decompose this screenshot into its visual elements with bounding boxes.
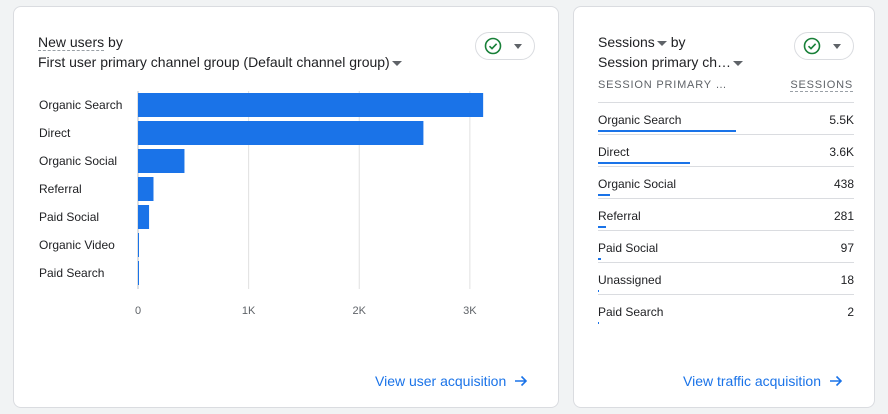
dimension-dropdown-icon [733, 60, 744, 66]
data-quality-button[interactable] [475, 32, 535, 60]
row-channel-name: Paid Social [598, 241, 659, 255]
check-circle-icon [803, 37, 821, 55]
x-tick-label: 1K [241, 305, 256, 317]
row-share-bar [598, 226, 606, 228]
bar-category-label: Organic Social [39, 154, 118, 168]
row-sessions-value: 3.6K [829, 145, 854, 159]
link-label: View traffic acquisition [683, 373, 821, 389]
row-channel-name: Direct [598, 145, 630, 159]
row-sessions-value: 438 [833, 177, 854, 191]
row-share-bar [598, 322, 599, 324]
dimension-selector[interactable]: First user primary channel group (Defaul… [38, 53, 402, 71]
column-header-sessions[interactable]: SESSIONS [790, 79, 853, 92]
metric-label: Sessions [598, 34, 655, 50]
card-title-line1: Sessions by [598, 33, 686, 51]
data-quality-button[interactable] [794, 32, 854, 60]
bar-category-label: Direct [39, 126, 71, 140]
table-row[interactable]: Paid Social 97 [598, 230, 854, 262]
bar-direct[interactable] [138, 121, 424, 145]
title-by-text: by [104, 34, 123, 50]
metric-selector-new-users[interactable]: New users [38, 34, 105, 51]
x-tick-label: 0 [134, 305, 142, 317]
row-channel-name: Organic Social [598, 177, 677, 191]
row-share-bar [598, 130, 737, 132]
dimension-dropdown-icon [391, 60, 402, 66]
row-sessions-value: 18 [840, 273, 854, 287]
row-share-bar [598, 290, 599, 292]
chevron-down-icon [833, 43, 841, 49]
bar-category-label: Referral [39, 182, 82, 196]
table-row[interactable]: Paid Search 2 [598, 294, 854, 326]
row-sessions-value: 2 [847, 305, 854, 319]
row-channel-name: Unassigned [598, 273, 662, 287]
title-by-text: by [666, 34, 686, 50]
table-row[interactable]: Unassigned 18 [598, 262, 854, 294]
row-sessions-value: 97 [840, 241, 854, 255]
bar-organic-social[interactable] [138, 149, 185, 173]
row-sessions-value: 5.5K [829, 113, 854, 127]
new-users-card: New users by First user primary channel … [13, 6, 559, 408]
bar-category-label: Paid Search [39, 266, 105, 280]
x-tick-label: 2K [352, 305, 366, 317]
view-user-acquisition-link[interactable]: View user acquisition [375, 373, 528, 389]
column-header-dimension[interactable]: SESSION PRIMARY … [598, 79, 728, 91]
chevron-down-icon [514, 43, 522, 49]
arrow-right-icon [830, 375, 843, 387]
row-channel-name: Paid Search [598, 305, 664, 319]
metric-selector-sessions[interactable]: Sessions [598, 34, 667, 50]
row-share-bar [598, 258, 601, 260]
bar-referral[interactable] [138, 177, 154, 201]
bar-chart [137, 91, 484, 289]
row-share-bar [598, 194, 610, 196]
view-traffic-acquisition-link[interactable]: View traffic acquisition [683, 373, 843, 389]
metric-dropdown-icon [656, 40, 667, 46]
row-channel-name: Organic Search [598, 113, 682, 127]
row-share-bar [598, 162, 691, 164]
bar-category-label: Paid Social [39, 210, 100, 224]
bar-organic-search[interactable] [138, 93, 484, 117]
bar-organic-video[interactable] [138, 233, 139, 257]
table-row[interactable]: Referral 281 [598, 198, 854, 230]
dimension-label: Session primary ch… [598, 54, 732, 70]
dimension-selector[interactable]: Session primary ch… [598, 53, 744, 71]
bar-paid-search[interactable] [138, 261, 139, 285]
sessions-card: Sessions by Session primary ch… SESSION … [573, 6, 875, 408]
table-row[interactable]: Organic Search 5.5K [598, 102, 854, 134]
table-row[interactable]: Direct 3.6K [598, 134, 854, 166]
check-circle-icon [484, 37, 502, 55]
bar-category-label: Organic Search [39, 98, 123, 112]
row-sessions-value: 281 [833, 209, 854, 223]
row-channel-name: Referral [598, 209, 641, 223]
link-label: View user acquisition [375, 373, 507, 389]
table-row[interactable]: Organic Social 438 [598, 166, 854, 198]
bar-category-label: Organic Video [39, 238, 115, 252]
card-title-line1: New users by [38, 33, 123, 51]
dimension-label: First user primary channel group (Defaul… [38, 54, 390, 70]
bar-paid-social[interactable] [138, 205, 150, 229]
x-tick-label: 3K [463, 305, 477, 317]
arrow-right-icon [515, 375, 528, 387]
